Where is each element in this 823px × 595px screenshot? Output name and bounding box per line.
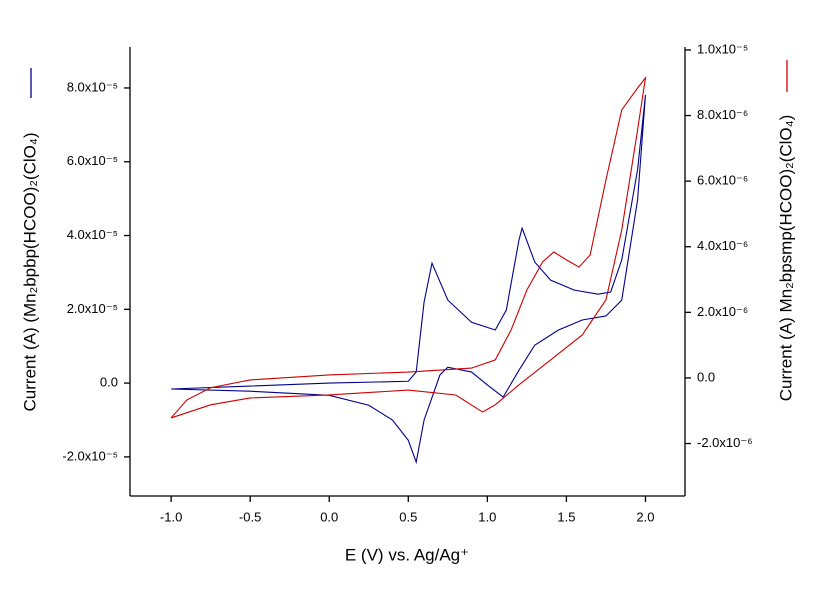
- y-tick-label: 8.0x10⁻⁵: [67, 79, 118, 94]
- x-tick-label: -1.0: [160, 509, 182, 524]
- y2-tick-label: -2.0x10⁻⁶: [697, 435, 753, 450]
- y2-tick-label: 8.0x10⁻⁶: [697, 107, 748, 122]
- y2-tick-label: 1.0x10⁻⁵: [697, 41, 748, 56]
- y-tick-label: 6.0x10⁻⁵: [67, 153, 118, 168]
- x-tick-label: 0.5: [399, 509, 417, 524]
- cv-curve: [171, 94, 647, 465]
- cv-curve: [170, 75, 647, 419]
- y-tick-label: 4.0x10⁻⁵: [67, 227, 118, 242]
- y-axis-label: Current (A) (Mn₂bpbp(HCOO)₂(ClO₄): [20, 133, 39, 412]
- y-tick-label: 0.0: [100, 375, 118, 390]
- y2-tick-label: 0.0: [697, 369, 715, 384]
- y-tick-label: 2.0x10⁻⁵: [67, 301, 118, 316]
- y2-tick-label: 4.0x10⁻⁶: [697, 238, 748, 253]
- x-tick-label: -0.5: [239, 509, 261, 524]
- x-tick-label: 1.5: [557, 509, 575, 524]
- y-tick-label: -2.0x10⁻⁵: [62, 448, 118, 463]
- x-axis-label: E (V) vs. Ag/Ag⁺: [345, 545, 469, 564]
- y2-tick-label: 6.0x10⁻⁶: [697, 173, 748, 188]
- y2-axis-label: Current (A) Mn₂bpsmp(HCOO)₂(ClO₄): [776, 115, 795, 402]
- x-tick-label: 0.0: [320, 509, 338, 524]
- x-tick-label: 2.0: [636, 509, 654, 524]
- x-tick-label: 1.0: [478, 509, 496, 524]
- y2-tick-label: 2.0x10⁻⁶: [697, 304, 748, 319]
